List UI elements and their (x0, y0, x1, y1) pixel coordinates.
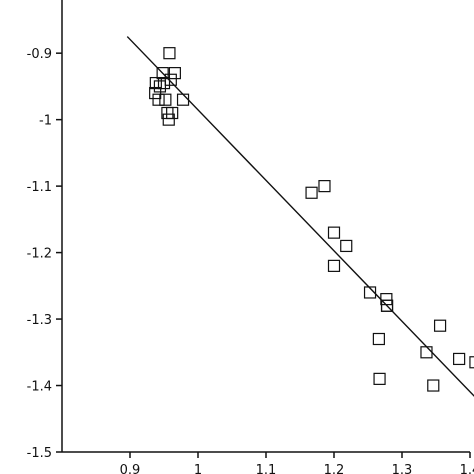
data-point (373, 372, 386, 385)
x-tick-label: 1 (194, 463, 202, 474)
data-point (166, 106, 179, 120)
data-point (163, 47, 176, 60)
data-point (340, 239, 353, 253)
data-point (156, 67, 169, 80)
data-point (453, 352, 466, 366)
data-point (327, 259, 341, 272)
data-point (149, 86, 162, 100)
data-point (157, 76, 171, 90)
y-tick-label: -1.3 (27, 313, 52, 328)
regression-line (126, 36, 474, 397)
x-tick-label: 1.1 (256, 463, 277, 474)
data-point (176, 93, 190, 106)
x-tick-label: 1.3 (392, 463, 413, 474)
data-point (168, 67, 181, 80)
data-point (149, 76, 162, 90)
data-point (363, 286, 377, 299)
y-tick-label: -1.5 (27, 446, 52, 461)
data-point (427, 379, 440, 392)
data-point (305, 186, 318, 199)
axes: -0.9 -1 -1.1 -1.2 -1.3 -1.4 -1.5 0.9 1 1.1 1.2 1.3 1… (27, 0, 474, 474)
data-point (318, 180, 331, 193)
data-point (433, 319, 447, 332)
data-point (152, 93, 165, 106)
y-tick-label: -0.9 (27, 47, 52, 62)
data-point (164, 73, 177, 86)
data-point (327, 226, 341, 239)
x-tick-label: 1.4 (460, 463, 474, 474)
data-point (162, 113, 175, 126)
data-point (469, 356, 474, 369)
y-tick-label: -1.2 (27, 247, 52, 262)
data-point (420, 346, 433, 359)
y-tick-label: -1 (39, 114, 52, 129)
y-tick-label: -1.1 (27, 180, 52, 195)
y-tick-label: -1.4 (27, 380, 52, 395)
fit-line-layer (126, 36, 474, 397)
x-tick-label: 1.2 (324, 463, 345, 474)
data-point (372, 332, 385, 346)
points-layer (149, 47, 474, 392)
data-point (380, 299, 394, 312)
data-point (153, 80, 167, 93)
x-tick-label: 0.9 (120, 463, 141, 474)
data-point (159, 93, 172, 106)
data-point (380, 293, 393, 306)
